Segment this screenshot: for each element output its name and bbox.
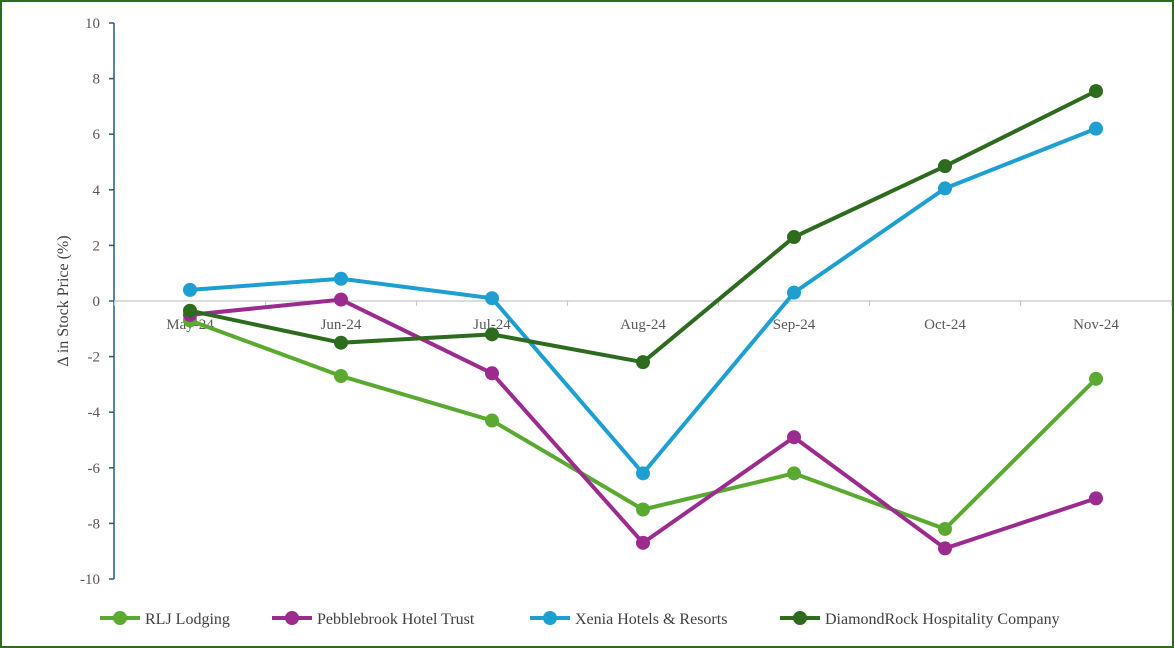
data-point — [334, 292, 348, 307]
series-line — [188, 318, 1098, 531]
series-0 — [183, 313, 1103, 536]
series-2 — [183, 121, 1103, 481]
legend-label: DiamondRock Hospitality Company — [825, 611, 1060, 628]
legend-swatch-marker — [543, 611, 557, 625]
data-point — [334, 271, 348, 286]
data-point — [787, 285, 801, 300]
data-point — [1089, 491, 1103, 506]
data-point — [334, 335, 348, 350]
data-point — [485, 291, 499, 306]
data-point — [938, 159, 952, 174]
data-point — [334, 369, 348, 384]
y-tick-label: -4 — [88, 405, 101, 421]
data-point — [485, 327, 499, 342]
y-axis-title: Δ in Stock Price (%) — [55, 235, 72, 366]
data-point — [938, 541, 952, 556]
y-tick-label: 10 — [85, 16, 100, 32]
y-axis: 10 8 6 4 2 0 -2 -4 -6 -8 -10 — [80, 16, 115, 588]
x-tick-label: Jun-24 — [321, 317, 362, 333]
x-tick-label: Sep-24 — [773, 317, 816, 333]
legend-swatch-marker — [793, 611, 807, 625]
data-point — [636, 466, 650, 481]
y-tick-label: -2 — [88, 350, 101, 366]
legend-item: Xenia Hotels & Resorts — [530, 611, 727, 628]
legend-swatch-marker — [285, 611, 299, 625]
legend-item: Pebblebrook Hotel Trust — [272, 611, 475, 628]
y-tick-label: 2 — [93, 238, 101, 254]
data-point — [636, 355, 650, 370]
y-tick-label: 4 — [93, 183, 101, 199]
data-point — [1089, 121, 1103, 136]
data-point — [636, 502, 650, 517]
legend-item: DiamondRock Hospitality Company — [780, 611, 1060, 628]
y-tick-label: 8 — [93, 72, 101, 88]
legend-label: RLJ Lodging — [145, 611, 230, 628]
x-axis: May-24Jun-24Jul-24Aug-24Sep-24Oct-24Nov-… — [113, 300, 1173, 333]
x-tick-label: Jul-24 — [473, 317, 511, 333]
data-point — [183, 303, 197, 318]
legend-label: Pebblebrook Hotel Trust — [317, 611, 475, 628]
data-point — [485, 413, 499, 428]
data-point — [787, 430, 801, 445]
series-1 — [183, 292, 1103, 556]
data-point — [485, 366, 499, 381]
legend-swatch-marker — [113, 611, 127, 625]
data-point — [1089, 84, 1103, 99]
data-point — [938, 181, 952, 196]
legend-label: Xenia Hotels & Resorts — [575, 611, 727, 628]
y-tick-label: 6 — [93, 127, 101, 143]
x-tick-label: Aug-24 — [620, 317, 666, 333]
y-tick-label: 0 — [93, 294, 101, 310]
series-3 — [183, 84, 1103, 370]
y-tick-label: -8 — [88, 516, 101, 532]
data-point — [787, 466, 801, 481]
x-tick-label: Nov-24 — [1073, 317, 1119, 333]
data-point — [636, 535, 650, 550]
series-layer — [183, 84, 1103, 556]
data-point — [1089, 371, 1103, 386]
x-tick-label: Oct-24 — [924, 317, 966, 333]
legend: RLJ Lodging Pebblebrook Hotel Trust Xenia … — [100, 611, 1060, 628]
data-point — [183, 282, 197, 297]
y-tick-label: -10 — [80, 572, 100, 588]
data-point — [787, 230, 801, 245]
data-point — [938, 521, 952, 536]
y-tick-label: -6 — [88, 461, 101, 477]
legend-item: RLJ Lodging — [100, 611, 230, 628]
